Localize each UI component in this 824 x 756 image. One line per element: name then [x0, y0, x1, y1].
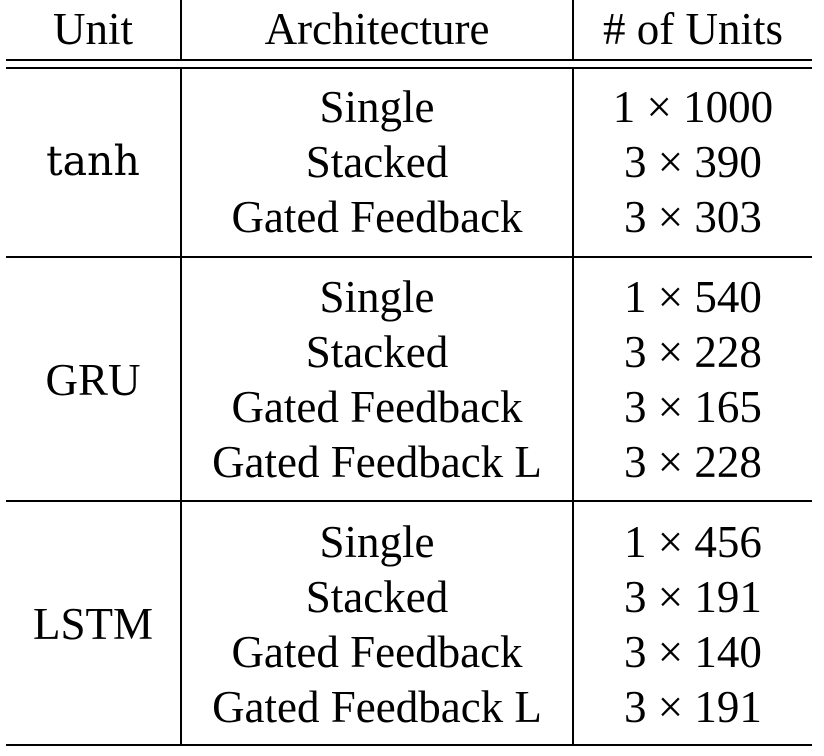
arch-cell: Gated Feedback: [231, 382, 523, 432]
units-cell: 3 × 140: [624, 627, 762, 677]
group-divider-2: [6, 500, 812, 502]
units-cell: 3 × 228: [624, 327, 762, 377]
arch-cell: Gated Feedback L: [212, 437, 542, 487]
arch-cell: Stacked: [305, 572, 449, 622]
header-unit: Unit: [52, 4, 133, 54]
group-unit-tanh: tanh: [46, 137, 140, 185]
arch-cell: Gated Feedback: [231, 627, 523, 677]
units-cell: 3 × 191: [624, 572, 762, 622]
column-divider-header-1: [180, 0, 182, 59]
arch-cell: Single: [319, 517, 435, 567]
group-divider-1: [6, 256, 812, 258]
header-num-units: # of Units: [603, 4, 783, 54]
units-cell: 1 × 1000: [612, 82, 774, 132]
column-divider-1: [180, 69, 182, 745]
units-cell: 3 × 390: [624, 137, 762, 187]
header-architecture: Architecture: [264, 4, 490, 54]
arch-cell: Single: [319, 272, 435, 322]
header-rule-top: [6, 59, 812, 61]
column-divider-2: [572, 69, 574, 745]
group-unit-lstm: LSTM: [32, 599, 153, 649]
units-cell: 3 × 303: [624, 192, 762, 242]
units-cell: 3 × 228: [624, 437, 762, 487]
arch-cell: Stacked: [305, 327, 449, 377]
column-divider-header-2: [572, 0, 574, 59]
units-cell: 1 × 456: [624, 517, 762, 567]
arch-cell: Gated Feedback: [231, 192, 523, 242]
units-cell: 3 × 165: [624, 382, 762, 432]
units-cell: 1 × 540: [624, 272, 762, 322]
table-bottom-rule: [6, 744, 812, 746]
arch-cell: Stacked: [305, 137, 449, 187]
group-unit-gru: GRU: [45, 355, 141, 405]
header-rule-bottom: [6, 67, 812, 69]
units-cell: 3 × 191: [624, 682, 762, 732]
arch-cell: Single: [319, 82, 435, 132]
arch-cell: Gated Feedback L: [212, 682, 542, 732]
